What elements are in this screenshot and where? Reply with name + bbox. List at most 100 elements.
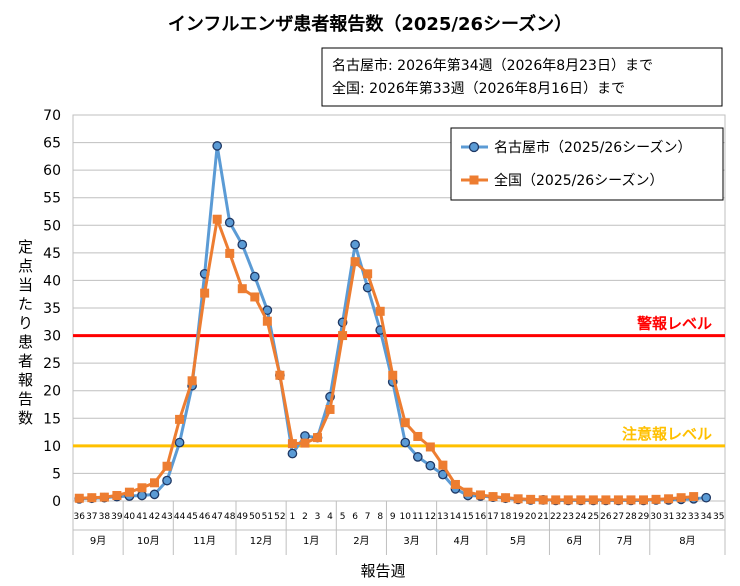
data-point [613, 495, 623, 505]
x-axis-label: 報告週 [360, 562, 405, 580]
data-point [413, 431, 423, 441]
data-point [149, 489, 160, 500]
x-tick-label: 16 [475, 512, 487, 522]
legend: 名古屋市（2025/26シーズン） 全国（2025/26シーズン） [450, 127, 724, 201]
reference-label: 注意報レベル [622, 425, 712, 443]
legend-label-national: 全国（2025/26シーズン） [494, 172, 663, 189]
data-point [626, 495, 636, 505]
data-point [526, 494, 536, 504]
data-point [287, 448, 298, 459]
x-tick-label: 7 [365, 512, 371, 522]
data-point [450, 479, 460, 489]
legend-label-nagoya: 名古屋市（2025/26シーズン） [494, 139, 691, 156]
data-point [325, 404, 335, 414]
x-tick-label: 20 [525, 512, 537, 522]
legend-marker-national [469, 175, 479, 185]
reference-label: 警報レベル [636, 315, 712, 333]
x-tick-label: 40 [124, 512, 136, 522]
x-tick-label: 8 [377, 512, 383, 522]
data-point [563, 495, 573, 505]
data-point [363, 269, 373, 279]
x-tick-label: 17 [487, 512, 498, 522]
data-point [425, 442, 435, 452]
x-tick-label: 1 [290, 512, 296, 522]
data-point [639, 495, 648, 505]
x-tick-label: 43 [161, 512, 172, 522]
data-point [300, 438, 310, 448]
month-label: 11月 [193, 535, 216, 547]
data-point [99, 492, 109, 502]
data-point [74, 493, 84, 503]
y-tick-label: 25 [43, 356, 61, 372]
data-point [601, 495, 611, 505]
y-tick-label: 40 [43, 273, 61, 289]
y-tick-label: 20 [43, 384, 61, 400]
data-point [400, 418, 410, 428]
x-tick-label: 2 [302, 512, 308, 522]
x-tick-label: 31 [663, 512, 674, 522]
month-label: 10月 [137, 535, 160, 547]
y-tick-label: 35 [43, 301, 61, 317]
x-tick-label: 48 [224, 512, 236, 522]
data-point [576, 495, 586, 505]
data-point [513, 494, 523, 504]
note-line-nagoya: 名古屋市: 2026年第34週（2026年8月23日）まで [332, 57, 653, 74]
x-tick-label: 27 [613, 512, 624, 522]
y-tick-label: 0 [52, 494, 61, 510]
x-tick-label: 11 [412, 512, 423, 522]
x-tick-label: 21 [537, 512, 548, 522]
data-point [124, 487, 134, 497]
x-tick-label: 51 [262, 512, 273, 522]
x-tick-label: 18 [500, 512, 512, 522]
data-point [375, 306, 385, 316]
data-point [275, 370, 285, 380]
data-point [237, 284, 247, 294]
data-point [174, 437, 185, 448]
data-point [501, 493, 511, 503]
data-point [137, 483, 147, 493]
x-tick-label: 45 [186, 512, 197, 522]
x-tick-label: 49 [237, 512, 249, 522]
data-point [162, 475, 172, 486]
x-tick-label: 46 [199, 512, 211, 522]
y-tick-label: 55 [43, 191, 61, 207]
x-tick-label: 32 [675, 512, 686, 522]
x-tick-label: 5 [340, 512, 346, 522]
data-point [463, 487, 473, 497]
month-label: 3月 [403, 535, 419, 547]
note-line-national: 全国: 2026年第33週（2026年8月16日）まで [332, 80, 625, 97]
y-tick-label: 65 [43, 136, 61, 152]
data-point [313, 433, 322, 443]
data-point [287, 439, 297, 449]
y-axis-label: 定点当たり患者報告数 [18, 238, 33, 427]
x-tick-label: 37 [86, 512, 97, 522]
x-tick-label: 29 [638, 512, 650, 522]
data-point [701, 492, 712, 503]
x-tick-label: 50 [249, 512, 261, 522]
y-tick-label: 60 [43, 163, 61, 179]
month-label: 9月 [90, 535, 106, 547]
data-point [476, 490, 485, 500]
x-tick-label: 35 [713, 512, 724, 522]
x-tick-label: 52 [274, 512, 285, 522]
note-box: 名古屋市: 2026年第34週（2026年8月23日）まで 全国: 2026年第… [321, 47, 723, 107]
x-tick-label: 42 [149, 512, 160, 522]
month-label: 6月 [566, 535, 582, 547]
month-label: 2月 [353, 535, 369, 547]
x-tick-label: 3 [315, 512, 321, 522]
x-tick-label: 34 [700, 512, 712, 522]
x-tick-label: 28 [625, 512, 637, 522]
data-point [651, 494, 661, 504]
x-tick-label: 6 [352, 512, 358, 522]
series-layer [74, 141, 712, 506]
x-tick-label: 23 [563, 512, 574, 522]
data-point [137, 490, 147, 501]
data-point [224, 217, 235, 228]
x-tick-label: 15 [462, 512, 473, 522]
x-tick-label: 44 [174, 512, 186, 522]
x-tick-label: 38 [99, 512, 111, 522]
data-point [175, 414, 185, 424]
x-tick-label: 4 [327, 512, 333, 522]
